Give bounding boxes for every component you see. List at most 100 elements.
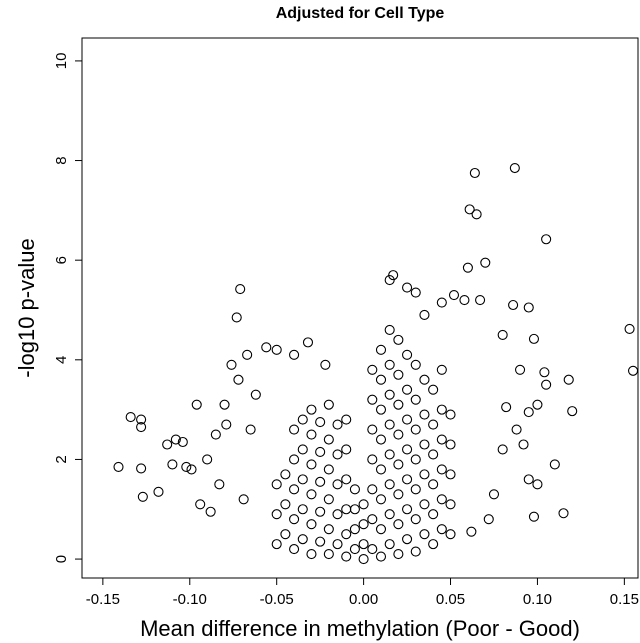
y-tick-label: 6 bbox=[53, 256, 70, 264]
point bbox=[393, 549, 404, 560]
point bbox=[367, 484, 378, 495]
point bbox=[306, 549, 317, 560]
point bbox=[624, 323, 635, 334]
point bbox=[375, 374, 387, 385]
point bbox=[402, 534, 413, 545]
point bbox=[332, 479, 343, 490]
point bbox=[419, 439, 430, 450]
point bbox=[445, 409, 456, 420]
point bbox=[428, 449, 439, 460]
point bbox=[320, 359, 331, 370]
point bbox=[532, 479, 543, 490]
point bbox=[375, 434, 387, 445]
x-tick-label: 0.15 bbox=[610, 591, 639, 608]
point bbox=[436, 364, 447, 375]
point bbox=[410, 514, 421, 525]
point bbox=[384, 359, 395, 370]
point bbox=[419, 409, 430, 420]
point bbox=[436, 464, 447, 475]
point bbox=[306, 459, 317, 470]
point bbox=[332, 539, 343, 550]
point bbox=[445, 499, 456, 510]
point bbox=[341, 444, 352, 455]
point bbox=[384, 324, 395, 335]
point bbox=[271, 479, 282, 490]
point bbox=[428, 539, 439, 550]
point bbox=[532, 399, 543, 410]
point bbox=[341, 529, 352, 540]
point bbox=[445, 439, 456, 450]
point bbox=[349, 544, 360, 555]
point bbox=[136, 414, 147, 425]
point bbox=[393, 334, 404, 345]
point bbox=[501, 402, 512, 413]
point bbox=[297, 444, 308, 455]
point bbox=[177, 436, 188, 448]
point bbox=[375, 344, 387, 355]
point bbox=[466, 526, 477, 537]
point bbox=[315, 536, 326, 547]
point bbox=[231, 312, 242, 323]
point bbox=[393, 459, 404, 470]
point bbox=[358, 554, 369, 565]
point bbox=[518, 439, 529, 450]
point bbox=[402, 474, 413, 485]
point bbox=[388, 270, 399, 281]
point bbox=[410, 424, 421, 435]
point bbox=[235, 284, 246, 295]
point bbox=[445, 469, 456, 480]
point bbox=[332, 509, 343, 520]
point bbox=[402, 444, 413, 455]
point bbox=[469, 167, 480, 179]
point bbox=[515, 364, 526, 375]
point bbox=[195, 499, 206, 510]
x-tick-label: 0.05 bbox=[436, 591, 465, 608]
point bbox=[341, 474, 352, 485]
point bbox=[210, 429, 221, 440]
point bbox=[483, 514, 494, 525]
point bbox=[341, 551, 352, 562]
point bbox=[306, 489, 317, 500]
point bbox=[393, 519, 404, 530]
point bbox=[306, 429, 317, 440]
y-axis-label: -log10 p-value bbox=[14, 238, 39, 377]
point bbox=[523, 407, 534, 418]
point bbox=[341, 504, 352, 515]
point bbox=[341, 414, 352, 425]
point bbox=[205, 506, 216, 517]
point bbox=[511, 424, 522, 435]
point bbox=[191, 399, 202, 410]
point bbox=[523, 474, 534, 485]
point bbox=[419, 529, 430, 540]
point bbox=[219, 399, 230, 410]
point bbox=[332, 449, 343, 460]
point bbox=[419, 374, 430, 385]
y-tick-label: 0 bbox=[53, 555, 70, 563]
point bbox=[509, 162, 520, 174]
point bbox=[393, 369, 404, 380]
point bbox=[315, 506, 326, 517]
point bbox=[137, 491, 148, 502]
point bbox=[384, 419, 395, 430]
point bbox=[445, 529, 456, 540]
point bbox=[402, 349, 413, 360]
point bbox=[384, 539, 395, 550]
point bbox=[528, 333, 540, 344]
point bbox=[136, 422, 147, 433]
point bbox=[528, 511, 540, 522]
point bbox=[375, 404, 387, 415]
point bbox=[302, 337, 314, 348]
point bbox=[367, 544, 378, 555]
point bbox=[428, 509, 439, 520]
point bbox=[475, 294, 486, 306]
point bbox=[289, 424, 300, 435]
point bbox=[410, 287, 421, 298]
point bbox=[384, 449, 395, 460]
x-tick-label: 0.10 bbox=[523, 591, 552, 608]
point bbox=[384, 509, 395, 520]
point bbox=[410, 359, 421, 370]
point bbox=[419, 309, 430, 321]
point bbox=[349, 504, 360, 515]
point bbox=[358, 539, 369, 550]
